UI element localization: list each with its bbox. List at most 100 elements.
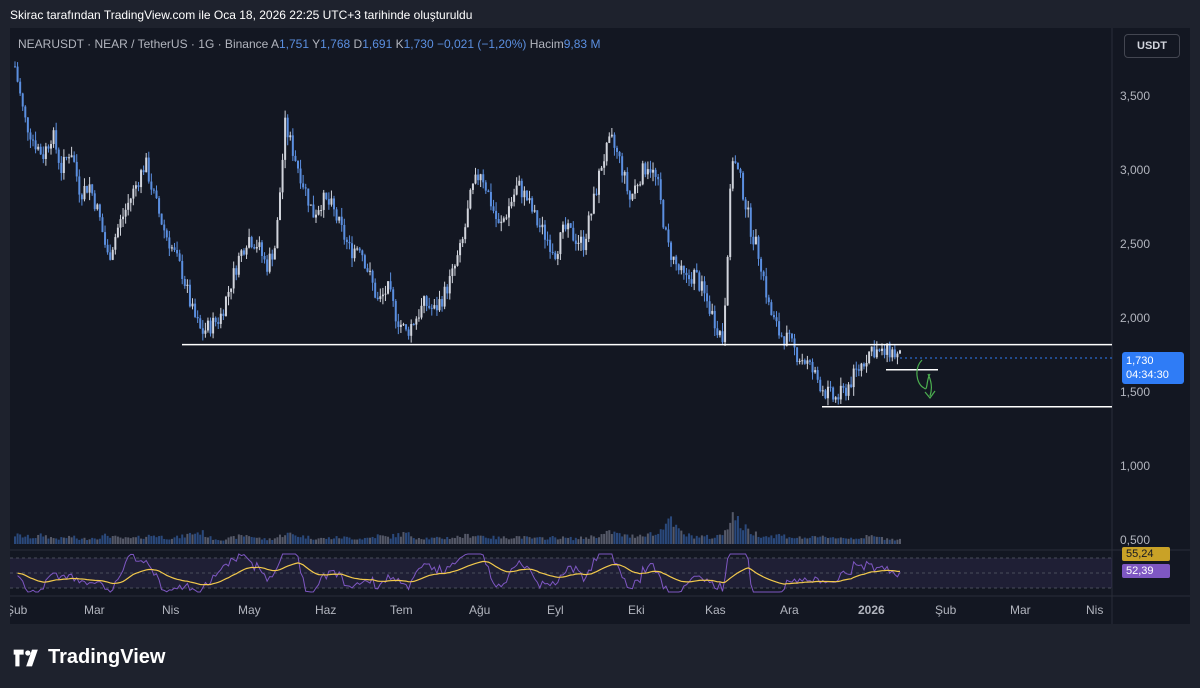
y-tick-label: 1,000 [1120, 459, 1150, 473]
volume-bar [742, 530, 745, 544]
volume-bar [572, 540, 575, 544]
volume-bar [405, 532, 408, 544]
candle-body [621, 156, 624, 176]
candle-body [351, 243, 354, 259]
volume-bar [567, 537, 570, 544]
candle-body [826, 386, 829, 399]
candle-body [682, 265, 685, 273]
volume-bar [109, 537, 112, 544]
volume-bar [896, 539, 899, 544]
candle-body [736, 162, 739, 170]
volume-bar [664, 523, 667, 544]
candle-body [80, 194, 83, 200]
tradingview-brand[interactable]: TradingView [12, 646, 165, 669]
candle-body [224, 296, 227, 316]
candle-body [194, 303, 197, 317]
volume-bar [718, 534, 721, 544]
y-tick-label: 2,000 [1120, 311, 1150, 325]
volume-bar [212, 539, 215, 544]
candle-body [839, 385, 842, 400]
candle-body [186, 284, 189, 286]
volume-bar [98, 538, 101, 544]
candle-body [899, 350, 901, 354]
candle-body [412, 324, 415, 326]
volume-bar [803, 537, 806, 544]
volume-bar [80, 538, 83, 544]
candle-body [26, 117, 29, 133]
candle-body [487, 190, 490, 192]
candle-body [237, 255, 240, 275]
candle-body [235, 268, 238, 275]
candle-body [579, 236, 582, 243]
volume-bar [266, 540, 269, 544]
candle-body [502, 218, 505, 222]
candle-body [549, 239, 552, 252]
candle-body [664, 227, 667, 230]
volume-bar [826, 538, 829, 544]
candle-body [785, 332, 788, 346]
candle-body [191, 303, 194, 307]
volume-bar [325, 538, 328, 544]
candle-body [176, 249, 179, 254]
volume-bar [886, 538, 889, 544]
candle-body [798, 360, 801, 363]
candle-body [585, 238, 588, 251]
candle-body [536, 210, 539, 226]
candle-body [618, 151, 621, 157]
volume-bar [724, 530, 727, 544]
candle-body [343, 224, 346, 240]
candle-body [430, 307, 433, 309]
candle-body [832, 387, 835, 400]
candle-body [201, 328, 204, 334]
volume-bar [531, 538, 534, 544]
volume-bar [597, 537, 600, 544]
candle-body [880, 348, 883, 351]
candle-body [91, 184, 94, 194]
rsi-ma-tag: 55,24 [1122, 547, 1170, 561]
volume-bar [688, 533, 691, 544]
volume-bar [178, 538, 181, 544]
brand-name: TradingView [48, 646, 166, 668]
price-chart[interactable]: 3,500 3,000 2,500 2,000 1,500 1,000 0,500 Şub Ma… [10, 28, 1190, 624]
volume-bar [857, 538, 860, 544]
volume-bar [435, 536, 438, 544]
volume-bar [592, 536, 595, 544]
candle-body [703, 281, 706, 294]
candle-body [299, 168, 302, 184]
volume-bar [273, 538, 276, 544]
chart-panel[interactable]: 3,500 3,000 2,500 2,000 1,500 1,000 0,500 Şub Ma… [10, 28, 1190, 624]
volume-bar [14, 536, 16, 544]
volume-bar [129, 538, 132, 544]
volume-bar [140, 538, 143, 544]
currency-button[interactable]: USDT [1124, 34, 1180, 58]
candle-body [561, 224, 564, 233]
x-tick-label: Eyl [547, 603, 564, 617]
volume-bar [783, 534, 786, 544]
candle-body [196, 316, 199, 319]
candle-body [847, 384, 850, 396]
volume-bar [330, 539, 333, 544]
candle-body [330, 198, 333, 205]
y-tick-label: 0,500 [1120, 533, 1150, 547]
candle-body [464, 227, 467, 240]
volume-bar [736, 516, 739, 544]
volume-bar [369, 537, 372, 544]
candle-body [644, 163, 647, 175]
volume-bar [502, 536, 505, 544]
candle-body [497, 219, 500, 224]
candle-body [397, 321, 400, 327]
volume-bar [134, 537, 137, 544]
volume-bar [477, 535, 480, 544]
ohlc-legend: NEARUSDT · NEAR / TetherUS · 1G · Binanc… [18, 37, 600, 51]
candle-body [459, 243, 462, 256]
candle-body [317, 210, 320, 215]
volume-bar [639, 534, 642, 544]
volume-bar [682, 534, 685, 544]
volume-bar [636, 536, 639, 544]
candle-body [245, 247, 248, 255]
candle-body [865, 362, 868, 367]
volume-bar [44, 535, 47, 544]
candle-body [685, 272, 688, 276]
volume-bar [518, 536, 521, 544]
candle-body [327, 199, 330, 205]
